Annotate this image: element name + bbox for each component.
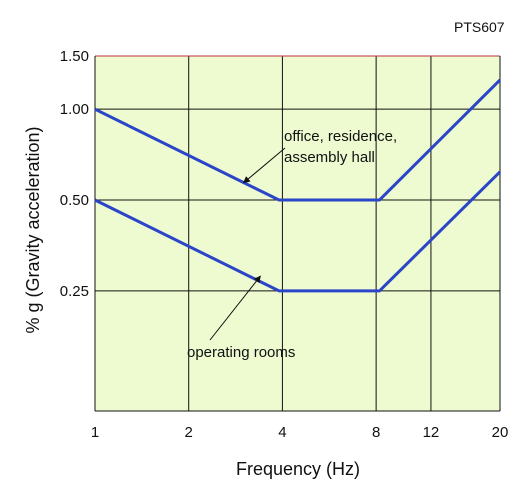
annotation-line: operating rooms (187, 344, 295, 361)
annotation-line: office, residence, (284, 128, 397, 145)
y-axis-title: % g (Gravity acceleration) (23, 126, 43, 333)
annotation-line: assembly hall (284, 149, 375, 166)
x-axis-title: Frequency (Hz) (236, 459, 360, 479)
x-tick-label: 4 (278, 424, 286, 441)
x-tick-label: 2 (185, 424, 193, 441)
series-line-1 (94, 78, 502, 202)
chart-code-label: PTS607 (454, 19, 505, 35)
x-tick-label: 20 (492, 424, 509, 441)
x-tick-label: 12 (423, 424, 440, 441)
x-tick-label: 8 (372, 424, 380, 441)
annotation-text: office, residence, assembly hall (284, 128, 397, 166)
annotation-arrow (209, 275, 261, 341)
y-tick-label: 0.50 (60, 192, 89, 209)
y-tick-label: 0.25 (60, 283, 89, 300)
series-line-2 (94, 170, 502, 293)
annotation-text: operating rooms (187, 344, 295, 361)
x-tick-label: 1 (91, 424, 99, 441)
y-tick-label: 1.50 (60, 48, 89, 65)
annotation-arrow (242, 147, 286, 184)
y-tick-label: 1.00 (60, 101, 89, 118)
